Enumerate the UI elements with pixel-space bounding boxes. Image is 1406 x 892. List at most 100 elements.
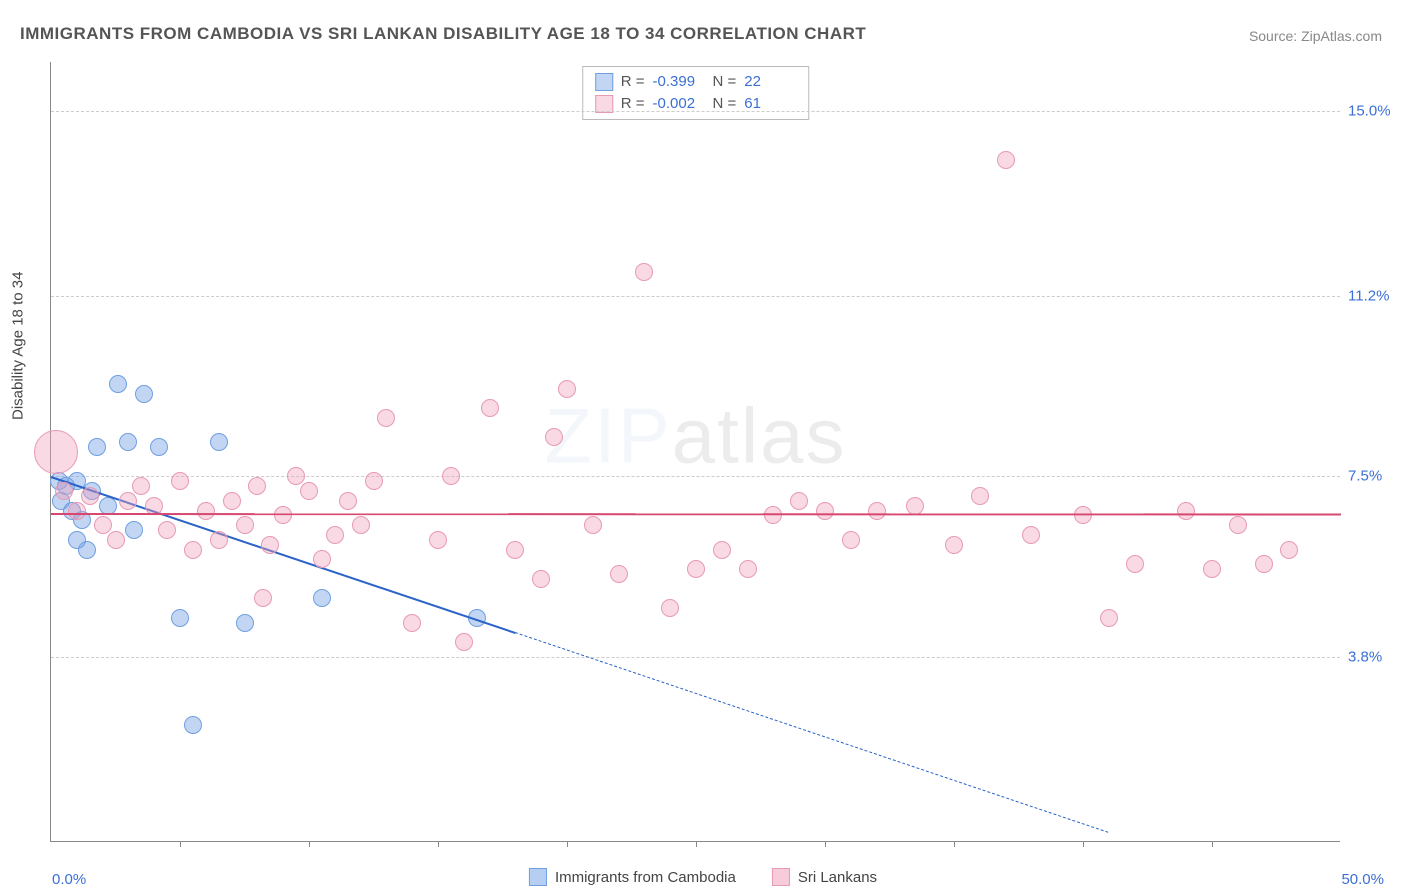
y-tick-label: 7.5% (1348, 468, 1382, 485)
scatter-point (94, 516, 112, 534)
x-tick (1212, 841, 1213, 847)
scatter-point (313, 589, 331, 607)
x-tick (567, 841, 568, 847)
scatter-point (635, 263, 653, 281)
legend-swatch-srilankans (772, 868, 790, 886)
regression-line (51, 513, 1341, 515)
scatter-point (145, 497, 163, 515)
watermark-zip: ZIP (544, 391, 671, 479)
scatter-point (132, 477, 150, 495)
gridline (51, 296, 1340, 297)
gridline (51, 111, 1340, 112)
scatter-point (442, 467, 460, 485)
scatter-point (88, 438, 106, 456)
scatter-point (1022, 526, 1040, 544)
scatter-point (764, 506, 782, 524)
scatter-point (377, 409, 395, 427)
x-min-label: 0.0% (52, 871, 86, 888)
y-tick-label: 3.8% (1348, 648, 1382, 665)
scatter-point (339, 492, 357, 510)
scatter-point (119, 492, 137, 510)
scatter-point (210, 531, 228, 549)
scatter-point (55, 482, 73, 500)
scatter-point (868, 502, 886, 520)
scatter-point (81, 487, 99, 505)
source-label: Source: ZipAtlas.com (1249, 28, 1382, 44)
scatter-point (313, 550, 331, 568)
gridline (51, 476, 1340, 477)
swatch-cambodia (595, 73, 613, 91)
r-label: R = (621, 71, 645, 93)
scatter-point (687, 560, 705, 578)
legend-row-cambodia: R = -0.399 N = 22 (595, 71, 797, 93)
scatter-point (610, 565, 628, 583)
y-tick-label: 11.2% (1348, 288, 1389, 305)
scatter-point (1280, 541, 1298, 559)
scatter-point (1255, 555, 1273, 573)
scatter-point (365, 472, 383, 490)
scatter-point (236, 614, 254, 632)
scatter-point (171, 472, 189, 490)
legend-swatch-cambodia (529, 868, 547, 886)
scatter-point (274, 506, 292, 524)
n-label: N = (713, 71, 737, 93)
scatter-point (135, 385, 153, 403)
scatter-point (455, 633, 473, 651)
x-tick (1083, 841, 1084, 847)
correlation-legend: R = -0.399 N = 22 R = -0.002 N = 61 (582, 66, 810, 120)
n-value-cambodia: 22 (744, 71, 796, 93)
scatter-point (236, 516, 254, 534)
legend-item-srilankans: Sri Lankans (772, 868, 877, 886)
scatter-point (261, 536, 279, 554)
x-tick (954, 841, 955, 847)
watermark-atlas: atlas (672, 391, 847, 479)
scatter-point (68, 502, 86, 520)
scatter-point (429, 531, 447, 549)
scatter-point (1229, 516, 1247, 534)
scatter-point (150, 438, 168, 456)
scatter-point (248, 477, 266, 495)
scatter-point (326, 526, 344, 544)
scatter-point (739, 560, 757, 578)
scatter-point (68, 531, 86, 549)
legend-label-srilankans: Sri Lankans (798, 869, 877, 886)
legend-label-cambodia: Immigrants from Cambodia (555, 869, 736, 886)
scatter-point (1126, 555, 1144, 573)
scatter-point (300, 482, 318, 500)
scatter-point (713, 541, 731, 559)
r-value-cambodia: -0.399 (653, 71, 705, 93)
scatter-point (119, 433, 137, 451)
scatter-point (210, 433, 228, 451)
x-tick (180, 841, 181, 847)
scatter-point (997, 151, 1015, 169)
scatter-point (1100, 609, 1118, 627)
scatter-point (254, 589, 272, 607)
scatter-point (906, 497, 924, 515)
scatter-point (661, 599, 679, 617)
scatter-point (171, 609, 189, 627)
x-tick (438, 841, 439, 847)
scatter-point (1203, 560, 1221, 578)
regression-line (515, 632, 1109, 833)
scatter-point (107, 531, 125, 549)
series-legend: Immigrants from Cambodia Sri Lankans (529, 868, 877, 886)
scatter-point (403, 614, 421, 632)
scatter-point (109, 375, 127, 393)
scatter-point (545, 428, 563, 446)
x-tick (696, 841, 697, 847)
x-tick (825, 841, 826, 847)
scatter-point (1177, 502, 1195, 520)
scatter-point (184, 716, 202, 734)
chart-title: IMMIGRANTS FROM CAMBODIA VS SRI LANKAN D… (20, 24, 866, 44)
x-max-label: 50.0% (1341, 871, 1384, 888)
watermark: ZIPatlas (544, 390, 846, 481)
scatter-point (34, 430, 78, 474)
scatter-point (842, 531, 860, 549)
scatter-point (506, 541, 524, 559)
scatter-point (584, 516, 602, 534)
x-tick (309, 841, 310, 847)
scatter-point (481, 399, 499, 417)
scatter-point (197, 502, 215, 520)
scatter-point (287, 467, 305, 485)
gridline (51, 657, 1340, 658)
